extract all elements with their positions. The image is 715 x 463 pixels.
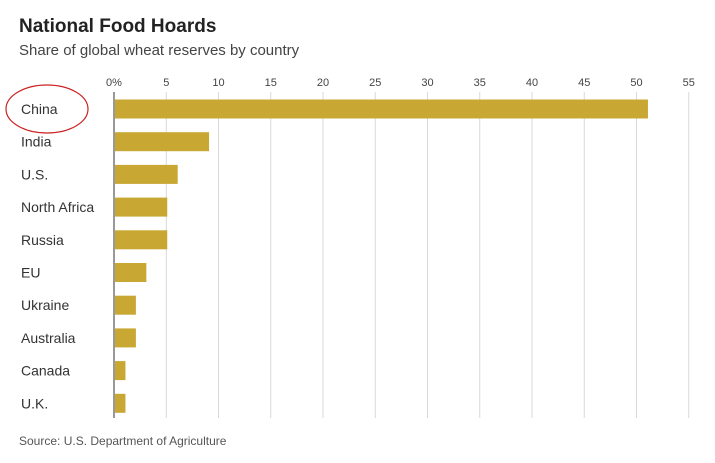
bar-north-africa xyxy=(115,197,168,217)
x-tick-label: 5 xyxy=(163,77,169,89)
x-tick-label: 25 xyxy=(369,77,381,89)
category-label-u-k: U.K. xyxy=(21,395,48,411)
x-tick-label: 40 xyxy=(526,77,538,89)
bar-ukraine xyxy=(115,295,136,315)
annotations xyxy=(5,84,89,134)
chart-subtitle: Share of global wheat reserves by countr… xyxy=(19,42,300,59)
category-labels: China India U.S. North Africa Russia EU Ukrain… xyxy=(21,101,94,411)
x-axis-ticks: 0% 5 10 15 20 25 30 35 40 45 50 55 xyxy=(106,77,695,89)
category-label-india: India xyxy=(21,134,52,150)
category-label-russia: Russia xyxy=(21,232,64,248)
category-label-china: China xyxy=(21,101,58,117)
category-label-canada: Canada xyxy=(21,363,70,379)
x-tick-label: 45 xyxy=(578,77,590,89)
x-tick-label: 0% xyxy=(106,77,122,89)
bar-australia xyxy=(115,328,136,348)
bar-china xyxy=(115,99,648,119)
bar-u-k xyxy=(115,393,126,413)
x-tick-label: 30 xyxy=(421,77,433,89)
chart-title: National Food Hoards xyxy=(19,16,217,37)
x-tick-label: 55 xyxy=(683,77,695,89)
bar-eu xyxy=(115,263,147,282)
x-tick-label: 10 xyxy=(212,77,224,89)
x-tick-label: 20 xyxy=(317,77,329,89)
bar-canada xyxy=(115,361,126,381)
x-tick-label: 35 xyxy=(474,77,486,89)
category-label-u-s: U.S. xyxy=(21,166,48,182)
category-label-north-africa: North Africa xyxy=(21,199,94,215)
category-label-eu: EU xyxy=(21,265,40,281)
bar-u-s xyxy=(115,164,178,184)
category-label-australia: Australia xyxy=(21,330,76,346)
highlight-ellipse xyxy=(5,84,89,134)
x-tick-label: 50 xyxy=(630,77,642,89)
bar-india xyxy=(115,132,210,152)
category-label-ukraine: Ukraine xyxy=(21,297,69,313)
x-tick-label: 15 xyxy=(265,77,277,89)
bars xyxy=(115,99,648,413)
chart-source: Source: U.S. Department of Agriculture xyxy=(19,434,227,448)
bar-russia xyxy=(115,230,168,250)
